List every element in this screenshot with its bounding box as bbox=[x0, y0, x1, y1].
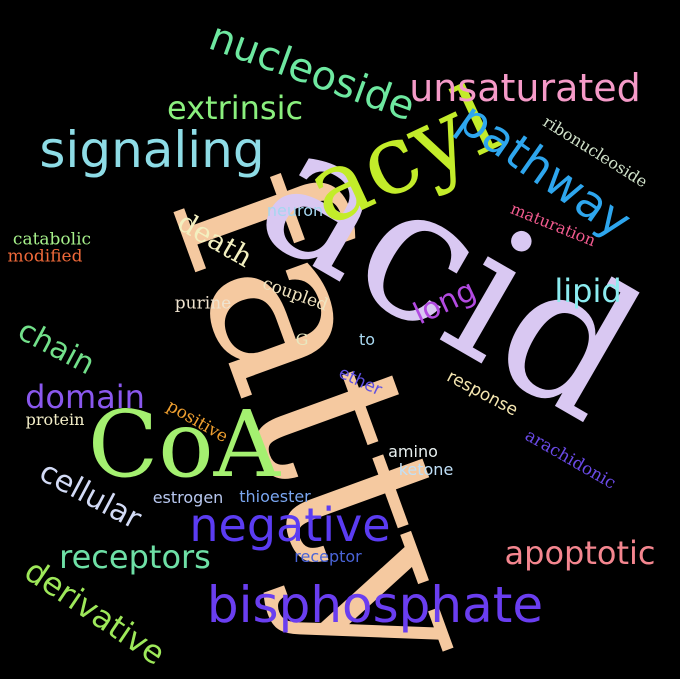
word-to: to bbox=[358, 330, 376, 349]
word-lipid: lipid bbox=[554, 272, 622, 310]
word-extrinsic: extrinsic bbox=[166, 89, 304, 127]
word-receptors: receptors bbox=[59, 538, 211, 576]
word-g: G bbox=[295, 330, 309, 349]
word-unsaturated: unsaturated bbox=[409, 66, 641, 110]
word-protein: protein bbox=[25, 410, 85, 429]
word-chain: chain bbox=[12, 313, 101, 383]
word-purine: purine bbox=[174, 293, 232, 314]
word-receptor: receptor bbox=[294, 547, 362, 566]
word-bisphosphate: bisphosphate bbox=[206, 576, 544, 634]
word-estrogen: estrogen bbox=[152, 488, 224, 507]
word-apoptotic: apoptotic bbox=[504, 534, 656, 572]
word-thioester: thioester bbox=[239, 487, 311, 506]
word-amino: amino bbox=[388, 442, 438, 461]
word-coa: CoA bbox=[87, 391, 281, 498]
word-domain: domain bbox=[25, 378, 145, 416]
word-catabolic: catabolic bbox=[12, 229, 92, 250]
word-modified: modified bbox=[7, 246, 83, 267]
word-ketone: ketone bbox=[398, 460, 454, 479]
word-signaling: signaling bbox=[39, 121, 265, 179]
word-negative: negative bbox=[189, 498, 391, 552]
word-neuron: neuron bbox=[266, 201, 324, 220]
